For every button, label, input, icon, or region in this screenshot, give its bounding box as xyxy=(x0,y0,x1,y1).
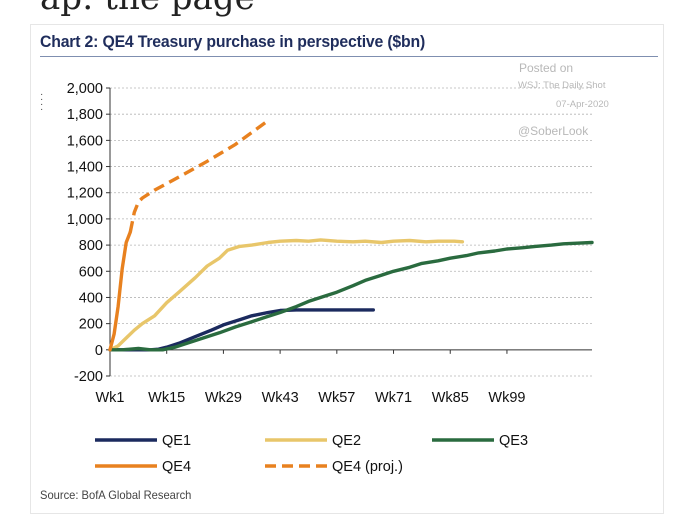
header-strip: ap: the page xyxy=(0,0,680,22)
y-tick-label: 1,400 xyxy=(67,160,103,176)
x-tick-label: Wk43 xyxy=(262,390,299,406)
x-tick-label: Wk71 xyxy=(375,390,412,406)
gridlines xyxy=(110,87,592,377)
series-line-qe4-proj xyxy=(128,119,270,233)
x-tick-label: Wk99 xyxy=(488,390,525,406)
x-tick-label: Wk85 xyxy=(432,390,469,406)
y-tick-label: 800 xyxy=(79,238,103,254)
series-line-qe4 xyxy=(108,230,133,352)
legend-label-qe2: QE2 xyxy=(332,433,361,449)
watermark-outlet: WSJ: The Daily Shot xyxy=(518,80,606,91)
y-tick-label: 600 xyxy=(79,264,103,280)
legend-label-qe4: QE4 xyxy=(162,459,191,475)
title-rule xyxy=(40,56,658,57)
chart-title: Chart 2: QE4 Treasury purchase in perspe… xyxy=(40,32,426,51)
x-axis: Wk1 Wk15 Wk29 Wk43 Wk57 Wk71 Wk85 Wk99 xyxy=(96,88,592,406)
header-fragment-text: ap: the page xyxy=(40,0,255,18)
series-line-qe3 xyxy=(108,240,594,352)
axis-marker: · · · · xyxy=(40,89,44,115)
y-tick-label: 1,000 xyxy=(67,212,103,228)
legend-label-qe3: QE3 xyxy=(499,433,528,449)
x-tick-label: Wk15 xyxy=(148,390,185,406)
chart-card xyxy=(30,24,664,514)
watermark-posted: Posted on xyxy=(519,61,574,75)
legend-label-qe4-proj: QE4 (proj.) xyxy=(332,459,403,475)
y-tick-label: 2,000 xyxy=(67,81,103,97)
y-tick-label: 1,800 xyxy=(67,107,103,123)
legend: QE1 QE2 QE3 QE4 QE4 (proj.) xyxy=(95,433,528,475)
series-line-qe1 xyxy=(108,308,375,352)
source-note: Source: BofA Global Research xyxy=(40,488,192,502)
series-line-qe2 xyxy=(108,238,465,352)
x-tick-label: Wk1 xyxy=(96,390,125,406)
y-tick-label: 1,200 xyxy=(67,186,103,202)
x-tick-label: Wk57 xyxy=(318,390,355,406)
watermark-handle: @SoberLook xyxy=(518,124,589,138)
y-tick-label: 0 xyxy=(95,343,103,359)
y-axis-ticks: -200 0 200 400 600 800 1,000 1,200 1,400 1,600 1,8… xyxy=(67,81,110,385)
y-tick-label: -200 xyxy=(74,369,103,385)
y-tick-label: 400 xyxy=(79,290,103,306)
y-tick-label: 1,600 xyxy=(67,133,103,149)
x-tick-label: Wk29 xyxy=(205,390,242,406)
legend-label-qe1: QE1 xyxy=(162,433,191,449)
y-tick-label: 200 xyxy=(79,317,103,333)
watermark-date: 07-Apr-2020 xyxy=(556,99,609,110)
series-lines xyxy=(108,119,594,352)
